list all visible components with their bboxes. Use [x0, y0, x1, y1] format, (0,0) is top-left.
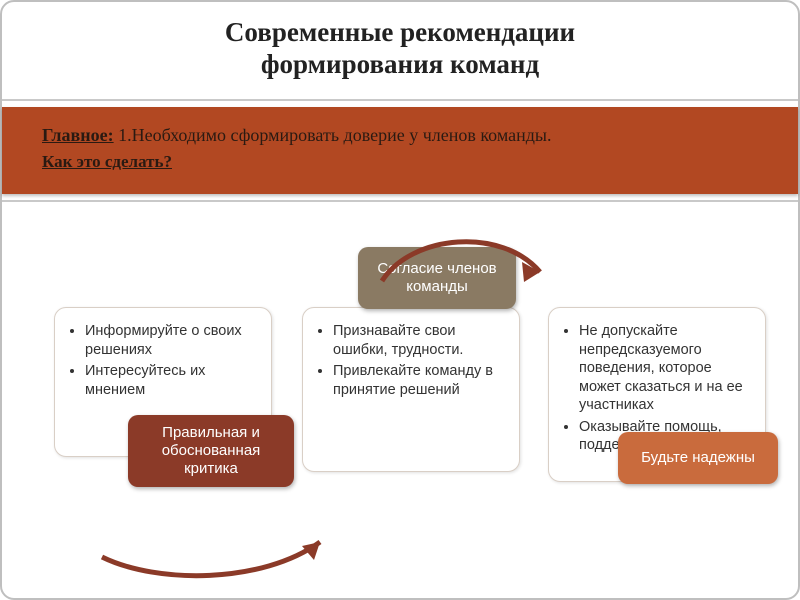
band-key: Главное:: [42, 125, 114, 145]
bullet-item: Информируйте о своих решениях: [85, 322, 259, 359]
title-line-2: формирования команд: [261, 49, 539, 79]
band-lead: Главное: 1.Необходимо сформировать довер…: [42, 125, 758, 146]
band-how: Как это сделать?: [42, 152, 758, 172]
bullet-item: Не допускайте непредсказуемого поведения…: [579, 322, 753, 415]
card-tag: Согласие членов команды: [358, 247, 516, 309]
slide-frame: Современные рекомендации формирования ко…: [0, 0, 800, 600]
title-line-1: Современные рекомендации: [225, 17, 575, 47]
cards-area: Информируйте о своих решенияхИнтересуйте…: [2, 277, 800, 577]
info-card: Признавайте свои ошибки, трудности.Привл…: [302, 307, 520, 472]
divider-bottom: [2, 200, 798, 202]
page-title: Современные рекомендации формирования ко…: [2, 2, 798, 91]
card-tag: Правильная и обоснованная критика: [128, 415, 294, 487]
bullet-item: Интересуйтесь их мнением: [85, 362, 259, 399]
band-text: 1.Необходимо сформировать доверие у член…: [118, 125, 551, 145]
bullet-item: Привлекайте команду в принятие решений: [333, 362, 507, 399]
card-bullets: Признавайте свои ошибки, трудности.Привл…: [315, 322, 507, 399]
highlight-band: Главное: 1.Необходимо сформировать довер…: [2, 107, 798, 194]
bullet-item: Признавайте свои ошибки, трудности.: [333, 322, 507, 359]
card-bullets: Информируйте о своих решенияхИнтересуйте…: [67, 322, 259, 399]
band-group: Главное: 1.Необходимо сформировать довер…: [2, 99, 798, 202]
card-tag: Будьте надежны: [618, 432, 778, 484]
